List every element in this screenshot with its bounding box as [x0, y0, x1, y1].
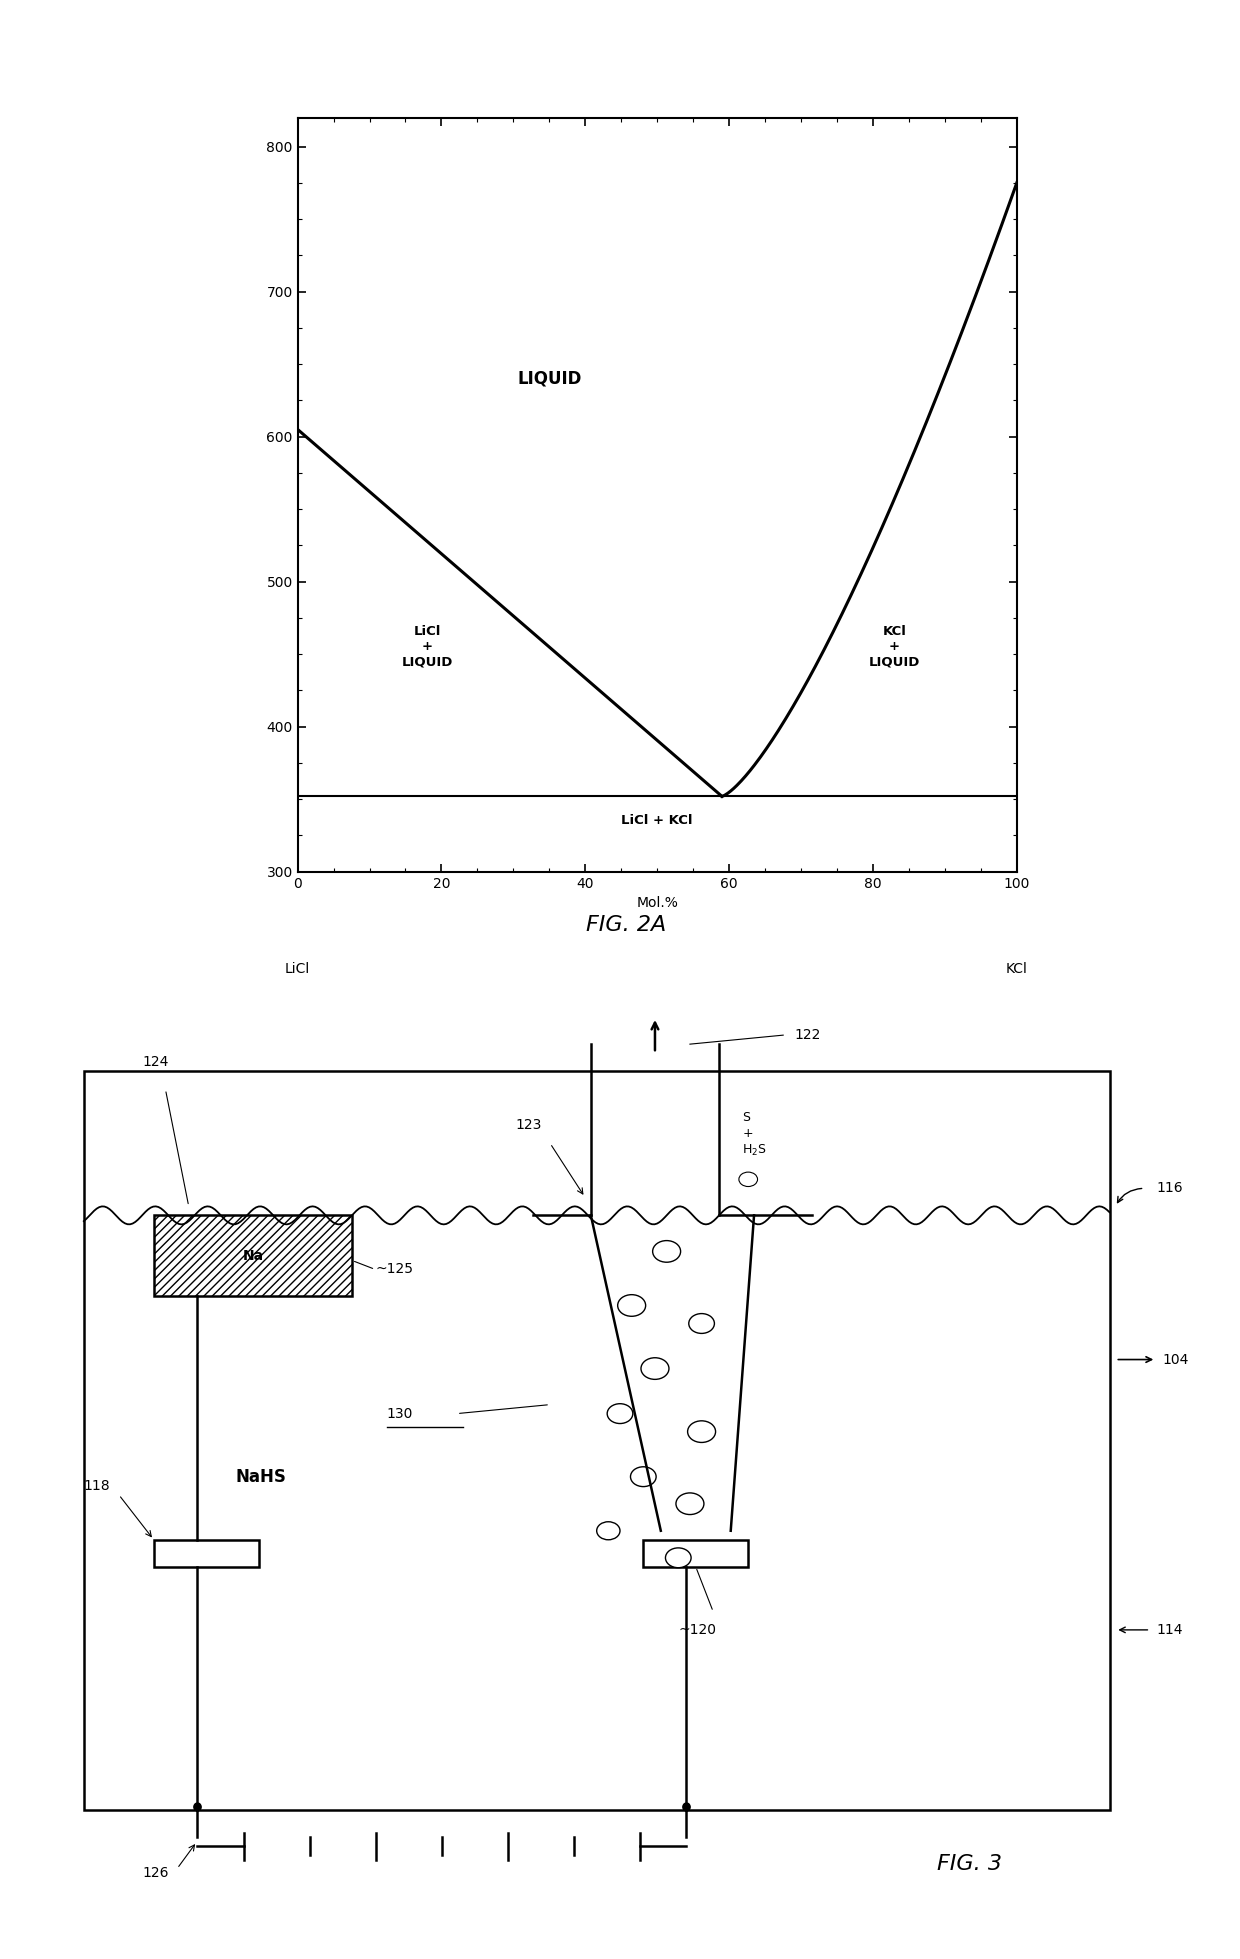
- Circle shape: [739, 1171, 758, 1187]
- Text: 130: 130: [387, 1407, 413, 1420]
- Text: S
+
H$_2$S: S + H$_2$S: [743, 1111, 768, 1158]
- Bar: [154, 1215, 352, 1297]
- Text: 118: 118: [84, 1479, 110, 1493]
- Circle shape: [618, 1295, 646, 1316]
- Text: 126: 126: [143, 1867, 169, 1881]
- X-axis label: Mol.%: Mol.%: [636, 895, 678, 911]
- Text: 114: 114: [1156, 1622, 1183, 1638]
- Circle shape: [676, 1493, 704, 1514]
- Bar: [154, 1540, 259, 1567]
- Text: ~125: ~125: [376, 1262, 413, 1277]
- Circle shape: [666, 1548, 691, 1567]
- Text: 123: 123: [515, 1119, 542, 1132]
- Text: 116: 116: [1156, 1181, 1183, 1195]
- Circle shape: [652, 1240, 681, 1262]
- Bar: [644, 1540, 748, 1567]
- Text: 122: 122: [795, 1028, 821, 1042]
- Text: NaHS: NaHS: [236, 1467, 286, 1485]
- Text: LiCl
+
LIQUID: LiCl + LIQUID: [402, 625, 453, 668]
- Text: LIQUID: LIQUID: [517, 370, 582, 388]
- Circle shape: [596, 1522, 620, 1540]
- Text: LiCl: LiCl: [285, 962, 310, 976]
- Circle shape: [641, 1358, 668, 1379]
- Circle shape: [608, 1405, 632, 1424]
- Text: KCl: KCl: [1006, 962, 1028, 976]
- Text: KCl
+
LIQUID: KCl + LIQUID: [869, 625, 920, 668]
- Text: FIG. 3: FIG. 3: [937, 1853, 1002, 1875]
- Circle shape: [688, 1420, 715, 1442]
- Text: FIG. 2A: FIG. 2A: [587, 915, 666, 934]
- Text: LiCl + KCl: LiCl + KCl: [621, 815, 693, 827]
- Text: Na: Na: [242, 1250, 263, 1264]
- Text: ~120: ~120: [678, 1622, 717, 1638]
- Circle shape: [630, 1467, 656, 1487]
- Bar: [84, 1072, 1110, 1810]
- Circle shape: [688, 1314, 714, 1334]
- Text: 124: 124: [143, 1056, 169, 1070]
- Text: 104: 104: [1162, 1352, 1188, 1367]
